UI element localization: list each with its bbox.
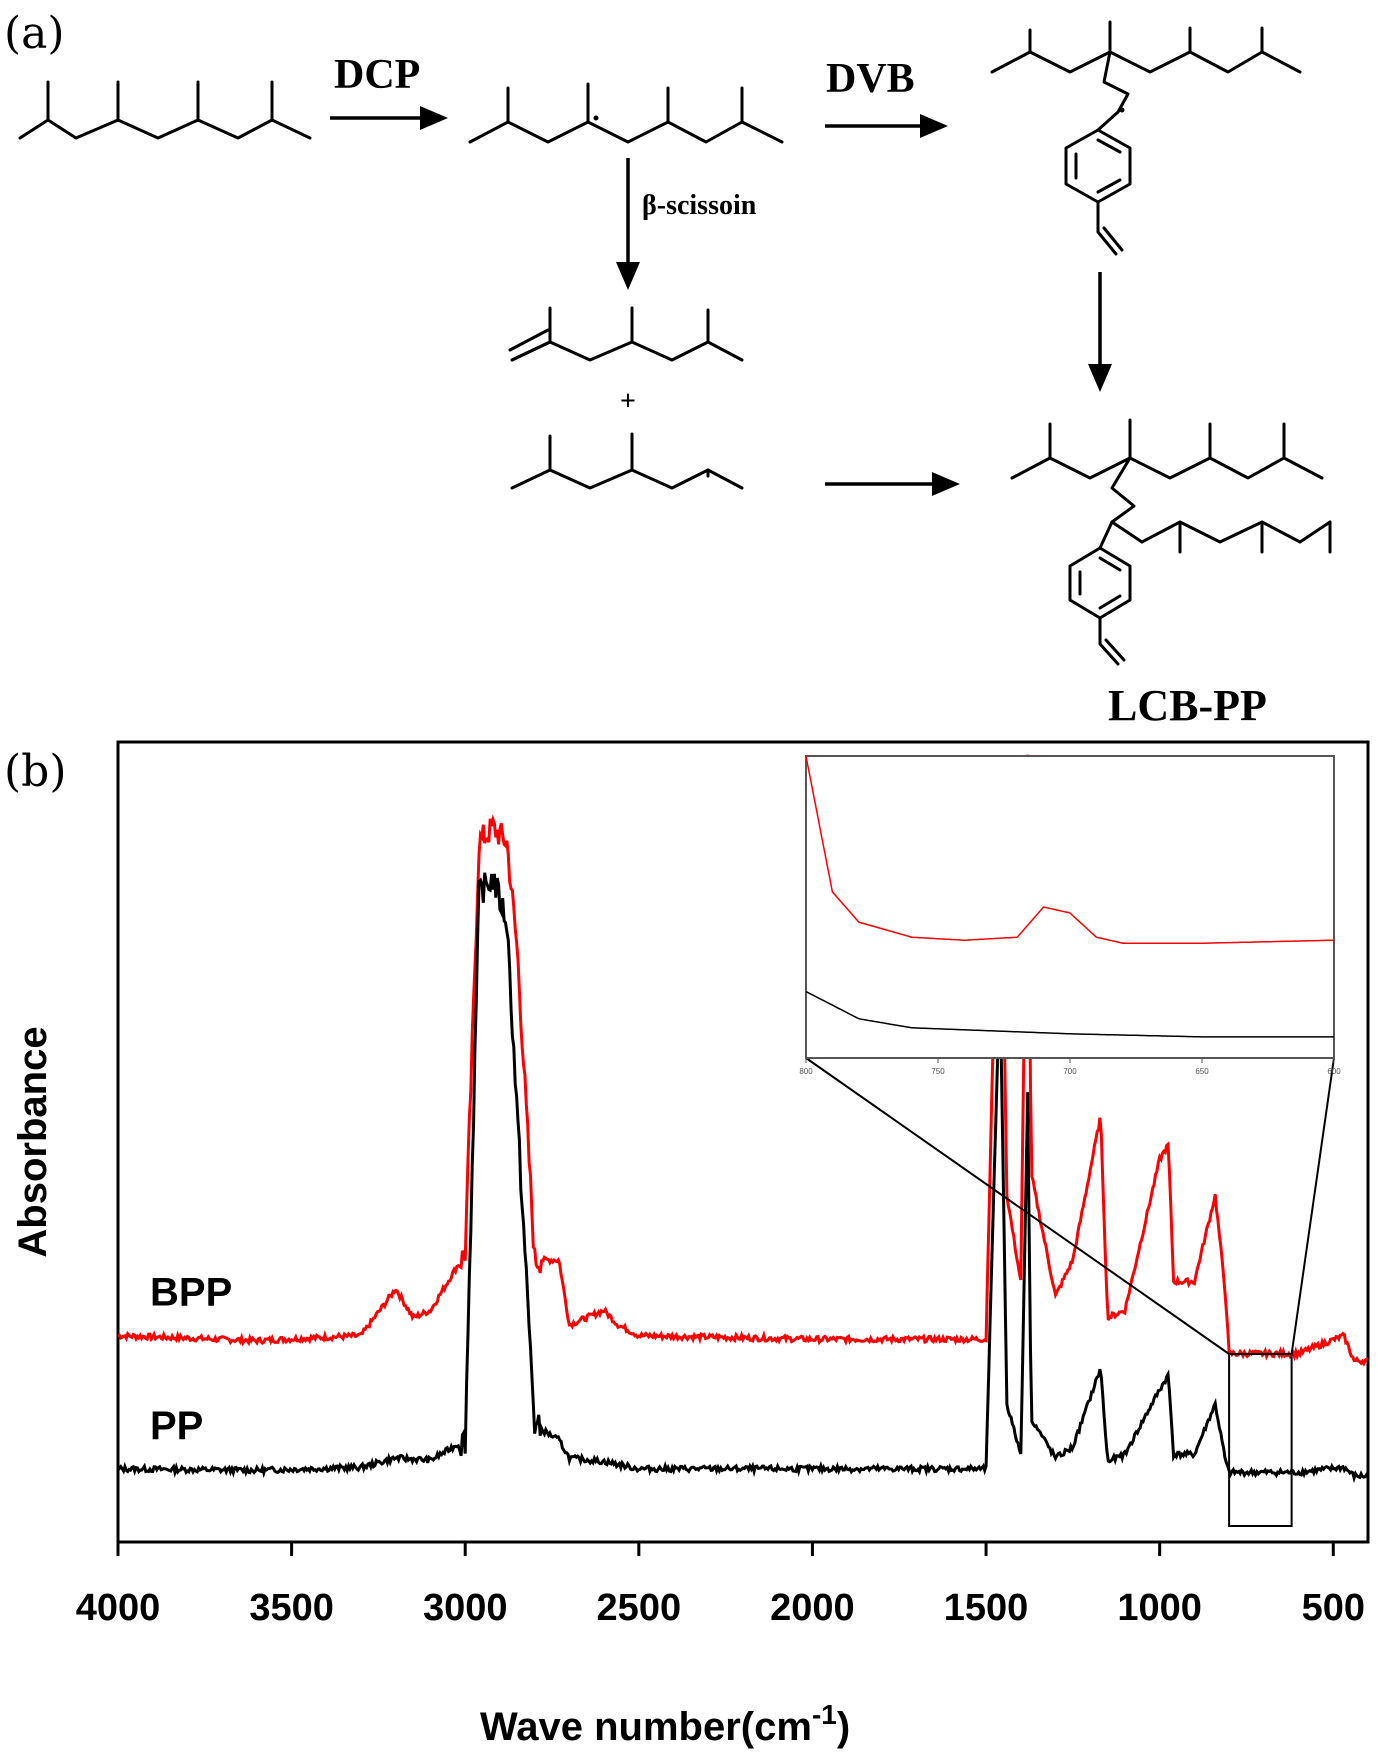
panel-a-label: (a) xyxy=(4,8,65,59)
inset-chart: 800 750 700 650 600 xyxy=(799,755,1341,1076)
product-lcb-pp: LCB-PP xyxy=(1108,681,1267,730)
x-axis-title-sup: -1 xyxy=(812,1699,837,1730)
series-labels: BPP PP xyxy=(150,1271,232,1448)
scission-fragment-2 xyxy=(510,432,744,490)
inset-tick-label-600: 600 xyxy=(1327,1067,1341,1076)
arrow-dcp xyxy=(330,106,448,130)
x-axis-title-main: Wave number(cm xyxy=(480,1705,812,1749)
inset-tick-label-800: 800 xyxy=(799,1067,813,1076)
inset-zoom-region xyxy=(805,1057,1335,1527)
arrow-to-lcbpp xyxy=(825,472,960,496)
x-tick-label-2500: 2500 xyxy=(597,1587,682,1629)
panel-b-label: (b) xyxy=(4,746,67,797)
pp-radical-chain xyxy=(468,82,784,144)
arrow-dvb xyxy=(825,114,948,138)
inset-line-pp xyxy=(805,990,1334,1038)
x-tick-label-500: 500 xyxy=(1302,1587,1365,1629)
series-layer xyxy=(117,754,1370,1484)
arrow-beta-scission xyxy=(616,158,640,290)
x-axis-ticks: 4000 3500 3000 2500 2000 1500 1000 500 xyxy=(76,1542,1365,1629)
x-tick-label-1000: 1000 xyxy=(1117,1587,1202,1629)
x-tick-label-2000: 2000 xyxy=(770,1587,855,1629)
reagent-dcp: DCP xyxy=(334,52,420,98)
inset-tick-label-650: 650 xyxy=(1195,1067,1209,1076)
series-line-bpp xyxy=(117,754,1369,1367)
series-label-bpp: BPP xyxy=(150,1271,232,1315)
pp-chain-start xyxy=(18,80,312,140)
zoom-line-left xyxy=(805,1057,1230,1355)
inset-line-bpp xyxy=(805,755,1335,944)
inset-tick-label-750: 750 xyxy=(931,1067,945,1076)
plot-frame xyxy=(116,740,1370,1544)
ftir-chart: 4000 3500 3000 2500 2000 1500 1000 500 800 750 70… xyxy=(76,740,1370,1629)
scission-fragment-1 xyxy=(508,306,744,362)
beta-scission-label: β-scissoin xyxy=(642,190,757,221)
reagent-dvb: DVB xyxy=(826,56,915,102)
x-tick-label-4000: 4000 xyxy=(76,1587,161,1629)
y-axis-title: Absorbance xyxy=(11,1026,55,1257)
inset-frame xyxy=(805,755,1335,1059)
lcb-pp-structure xyxy=(1010,418,1332,666)
x-tick-label-3500: 3500 xyxy=(249,1587,334,1629)
dvb-grafted-chain xyxy=(990,20,1302,256)
series-line-pp xyxy=(117,872,1370,1484)
x-axis-title-close: ) xyxy=(837,1705,850,1749)
x-tick-label-3000: 3000 xyxy=(423,1587,508,1629)
arrow-down-lcbpp xyxy=(1088,272,1112,392)
series-label-pp: PP xyxy=(150,1404,203,1448)
inset-tick-label-700: 700 xyxy=(1063,1067,1077,1076)
zoom-line-right xyxy=(1290,1057,1335,1355)
plus-sign: + xyxy=(620,386,636,417)
x-axis-title: Wave number(cm-1) xyxy=(480,1699,850,1749)
zoom-rect xyxy=(1228,1353,1293,1527)
x-tick-label-1500: 1500 xyxy=(944,1587,1029,1629)
